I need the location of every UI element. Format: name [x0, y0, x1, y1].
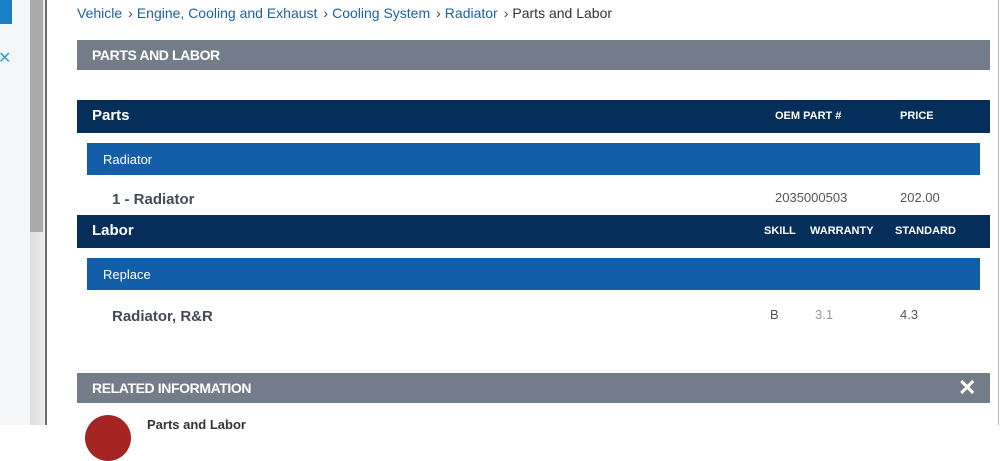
breadcrumb-radiator[interactable]: Radiator — [444, 5, 498, 21]
col-skill: SKILL — [764, 225, 796, 237]
breadcrumb-vehicle[interactable]: Vehicle — [77, 5, 123, 21]
breadcrumb-current: Parts and Labor — [512, 5, 613, 21]
part-price: 202.00 — [900, 190, 940, 205]
panel-divider — [45, 0, 47, 425]
section-header: PARTS AND LABOR — [77, 40, 990, 70]
labor-header: Labor SKILL WARRANTY STANDARD — [77, 215, 990, 248]
close-icon[interactable]: ✕ — [957, 375, 976, 400]
side-panel-button[interactable] — [0, 0, 12, 24]
chevron-right-icon: › — [128, 5, 133, 21]
col-standard: STANDARD — [895, 225, 956, 237]
table-row: Radiator, R&R B 3.1 4.3 — [77, 301, 990, 331]
related-title: RELATED INFORMATION — [92, 380, 252, 396]
chevron-right-icon: › — [323, 5, 329, 21]
parts-group[interactable]: Radiator — [87, 143, 980, 175]
part-name: 1 - Radiator — [112, 191, 195, 208]
labor-group[interactable]: Replace — [87, 258, 980, 290]
related-item-icon — [85, 415, 131, 461]
labor-warranty: 3.1 — [815, 307, 834, 322]
chevron-right-icon: › — [503, 5, 509, 21]
breadcrumb-cooling[interactable]: Cooling System — [332, 5, 431, 21]
parts-title: Parts — [92, 107, 130, 124]
table-row: 1 - Radiator 2035000503 202.00 — [77, 184, 990, 214]
labor-skill: B — [770, 307, 779, 322]
breadcrumb-engine[interactable]: Engine, Cooling and Exhaust — [136, 5, 318, 21]
col-oem: OEM PART # — [775, 110, 842, 122]
side-panel: ✕ — [0, 0, 30, 425]
close-icon[interactable]: ✕ — [0, 50, 12, 67]
chevron-right-icon: › — [436, 5, 441, 21]
parts-header: Parts OEM PART # PRICE — [77, 100, 990, 133]
labor-name: Radiator, R&R — [112, 308, 213, 325]
related-header: RELATED INFORMATION ✕ — [77, 373, 990, 403]
part-oem: 2035000503 — [775, 190, 848, 205]
labor-title: Labor — [92, 222, 134, 239]
col-price: PRICE — [900, 110, 934, 122]
right-border — [998, 0, 999, 425]
col-warranty: WARRANTY — [810, 225, 874, 237]
breadcrumb: Vehicle › Engine, Cooling and Exhaust › Cool… — [77, 5, 612, 21]
scrollbar-thumb[interactable] — [30, 0, 43, 232]
labor-standard: 4.3 — [900, 307, 919, 322]
